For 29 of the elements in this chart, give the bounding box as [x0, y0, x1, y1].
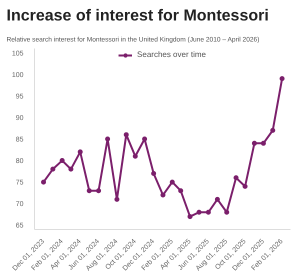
point	[234, 175, 239, 180]
point	[260, 140, 266, 146]
point	[142, 136, 148, 142]
point	[105, 136, 110, 142]
chart-title: Increase of interest for Montessori	[6, 8, 269, 24]
point	[242, 184, 248, 189]
point	[86, 188, 92, 194]
point	[68, 166, 74, 172]
point	[206, 210, 211, 215]
point	[60, 158, 65, 164]
point	[224, 210, 230, 215]
point	[196, 210, 202, 215]
point	[160, 192, 166, 198]
point	[114, 196, 120, 202]
point	[96, 188, 102, 194]
point	[188, 214, 193, 220]
point	[270, 128, 276, 133]
point	[132, 154, 138, 159]
point	[124, 132, 129, 138]
point	[214, 196, 220, 202]
legend-label: Searches over time	[137, 50, 206, 59]
point	[252, 140, 257, 146]
point	[151, 170, 156, 176]
point	[41, 180, 46, 185]
point	[280, 76, 285, 82]
point	[178, 188, 184, 194]
point	[50, 166, 56, 172]
point	[170, 180, 175, 185]
point	[78, 149, 83, 154]
